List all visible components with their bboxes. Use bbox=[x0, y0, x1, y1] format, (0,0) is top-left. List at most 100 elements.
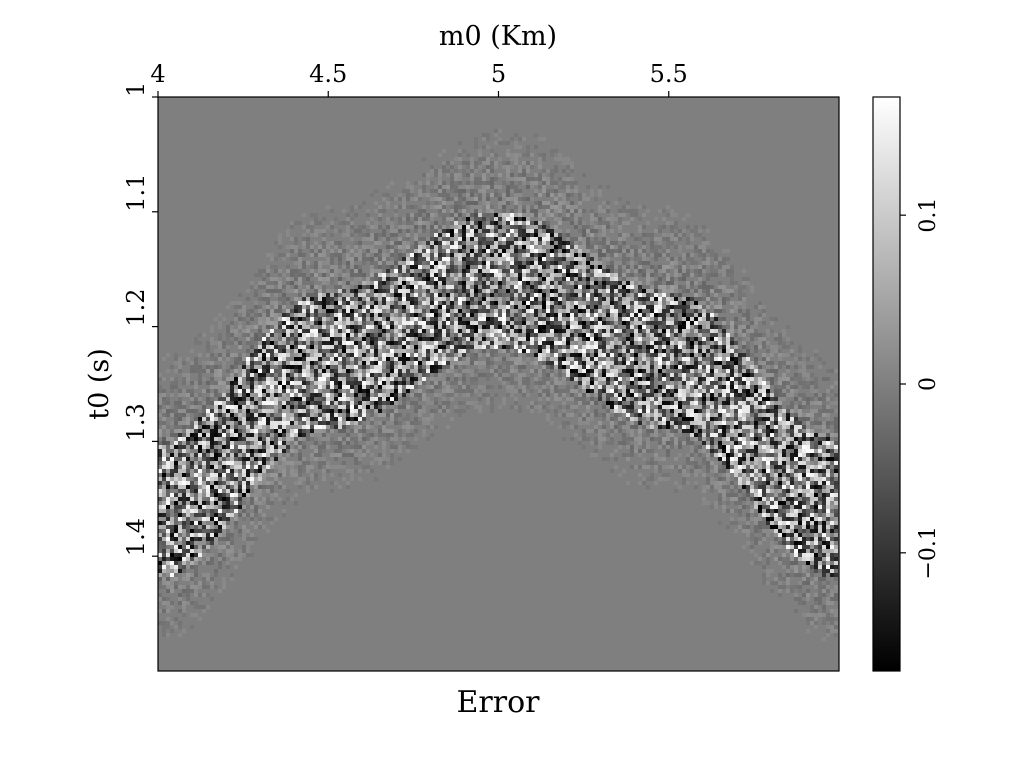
heatmap-cell bbox=[482, 237, 486, 241]
heatmap-cell bbox=[178, 597, 182, 601]
heatmap-cell bbox=[214, 545, 218, 549]
heatmap-cell bbox=[210, 457, 214, 461]
heatmap-cell bbox=[218, 461, 222, 465]
heatmap-cell bbox=[278, 373, 282, 377]
heatmap-cell bbox=[430, 417, 434, 421]
heatmap-cell bbox=[310, 249, 314, 253]
heatmap-cell bbox=[454, 393, 458, 397]
heatmap-cell bbox=[346, 337, 350, 341]
heatmap-cell bbox=[522, 173, 526, 177]
heatmap-cell bbox=[358, 373, 362, 377]
heatmap-cell bbox=[222, 397, 226, 401]
heatmap-cell bbox=[470, 177, 474, 181]
heatmap-cell bbox=[434, 301, 438, 305]
heatmap-cell bbox=[442, 373, 446, 377]
heatmap-cell bbox=[490, 177, 494, 181]
heatmap-cell bbox=[478, 261, 482, 265]
heatmap-cell bbox=[382, 193, 386, 197]
heatmap-cell bbox=[286, 425, 290, 429]
heatmap-cell bbox=[274, 329, 278, 333]
heatmap-cell bbox=[386, 409, 390, 413]
heatmap-cell bbox=[502, 281, 506, 285]
heatmap-cell bbox=[278, 269, 282, 273]
heatmap-cell bbox=[394, 329, 398, 333]
heatmap-cell bbox=[262, 425, 266, 429]
heatmap-cell bbox=[466, 405, 470, 409]
heatmap-cell bbox=[178, 401, 182, 405]
heatmap-cell bbox=[246, 505, 250, 509]
heatmap-cell bbox=[306, 477, 310, 481]
heatmap-cell bbox=[506, 309, 510, 313]
heatmap-cell bbox=[430, 309, 434, 313]
heatmap-cell bbox=[194, 497, 198, 501]
heatmap-cell bbox=[266, 409, 270, 413]
heatmap-cell bbox=[190, 517, 194, 521]
heatmap-cell bbox=[330, 269, 334, 273]
heatmap-cell bbox=[254, 461, 258, 465]
heatmap-cell bbox=[490, 285, 494, 289]
heatmap-cell bbox=[362, 233, 366, 237]
heatmap-cell bbox=[178, 413, 182, 417]
heatmap-cell bbox=[406, 181, 410, 185]
heatmap-cell bbox=[326, 373, 330, 377]
heatmap-cell bbox=[430, 173, 434, 177]
heatmap-cell bbox=[450, 269, 454, 273]
heatmap-cell bbox=[354, 329, 358, 333]
heatmap-cell bbox=[470, 185, 474, 189]
heatmap-cell bbox=[502, 225, 506, 229]
heatmap-cell bbox=[314, 409, 318, 413]
heatmap-cell bbox=[502, 333, 506, 337]
heatmap-cell bbox=[418, 377, 422, 381]
heatmap-cell bbox=[230, 497, 234, 501]
heatmap-cell bbox=[158, 473, 162, 477]
heatmap-cell bbox=[462, 377, 466, 381]
heatmap-cell bbox=[210, 485, 214, 489]
heatmap-cell bbox=[454, 321, 458, 325]
heatmap-cell bbox=[250, 537, 254, 541]
heatmap-cell bbox=[514, 257, 518, 261]
heatmap-cell bbox=[526, 197, 530, 201]
heatmap-cell bbox=[410, 365, 414, 369]
heatmap-cell bbox=[230, 449, 234, 453]
heatmap-cell bbox=[362, 293, 366, 297]
heatmap-cell bbox=[406, 357, 410, 361]
heatmap-cell bbox=[198, 513, 202, 517]
heatmap-cell bbox=[434, 385, 438, 389]
heatmap-cell bbox=[258, 329, 262, 333]
heatmap-cell bbox=[418, 245, 422, 249]
heatmap-cell bbox=[274, 309, 278, 313]
heatmap-cell bbox=[230, 301, 234, 305]
heatmap-cell bbox=[426, 269, 430, 273]
heatmap-cell bbox=[362, 225, 366, 229]
heatmap-cell bbox=[490, 341, 494, 345]
heatmap-cell bbox=[310, 293, 314, 297]
heatmap-cell bbox=[250, 541, 254, 545]
heatmap-cell bbox=[274, 361, 278, 365]
heatmap-cell bbox=[274, 357, 278, 361]
heatmap-cell bbox=[386, 269, 390, 273]
heatmap-cell bbox=[290, 381, 294, 385]
heatmap-cell bbox=[514, 225, 518, 229]
heatmap-cell bbox=[406, 377, 410, 381]
heatmap-cell bbox=[230, 333, 234, 337]
heatmap-cell bbox=[206, 585, 210, 589]
heatmap-cell bbox=[502, 161, 506, 165]
heatmap-cell bbox=[482, 389, 486, 393]
heatmap-cell bbox=[234, 433, 238, 437]
heatmap-cell bbox=[506, 361, 510, 365]
heatmap-cell bbox=[510, 181, 514, 185]
heatmap-cell bbox=[474, 217, 478, 221]
heatmap-cell bbox=[402, 241, 406, 245]
heatmap-cell bbox=[270, 465, 274, 469]
heatmap-cell bbox=[290, 421, 294, 425]
heatmap-cell bbox=[358, 345, 362, 349]
heatmap-cell bbox=[242, 421, 246, 425]
heatmap-cell bbox=[210, 397, 214, 401]
heatmap-cell bbox=[322, 473, 326, 477]
heatmap-cell bbox=[394, 197, 398, 201]
heatmap-cell bbox=[418, 213, 422, 217]
heatmap-cell bbox=[210, 401, 214, 405]
heatmap-cell bbox=[494, 241, 498, 245]
heatmap-cell bbox=[510, 137, 514, 141]
heatmap-cell bbox=[186, 409, 190, 413]
